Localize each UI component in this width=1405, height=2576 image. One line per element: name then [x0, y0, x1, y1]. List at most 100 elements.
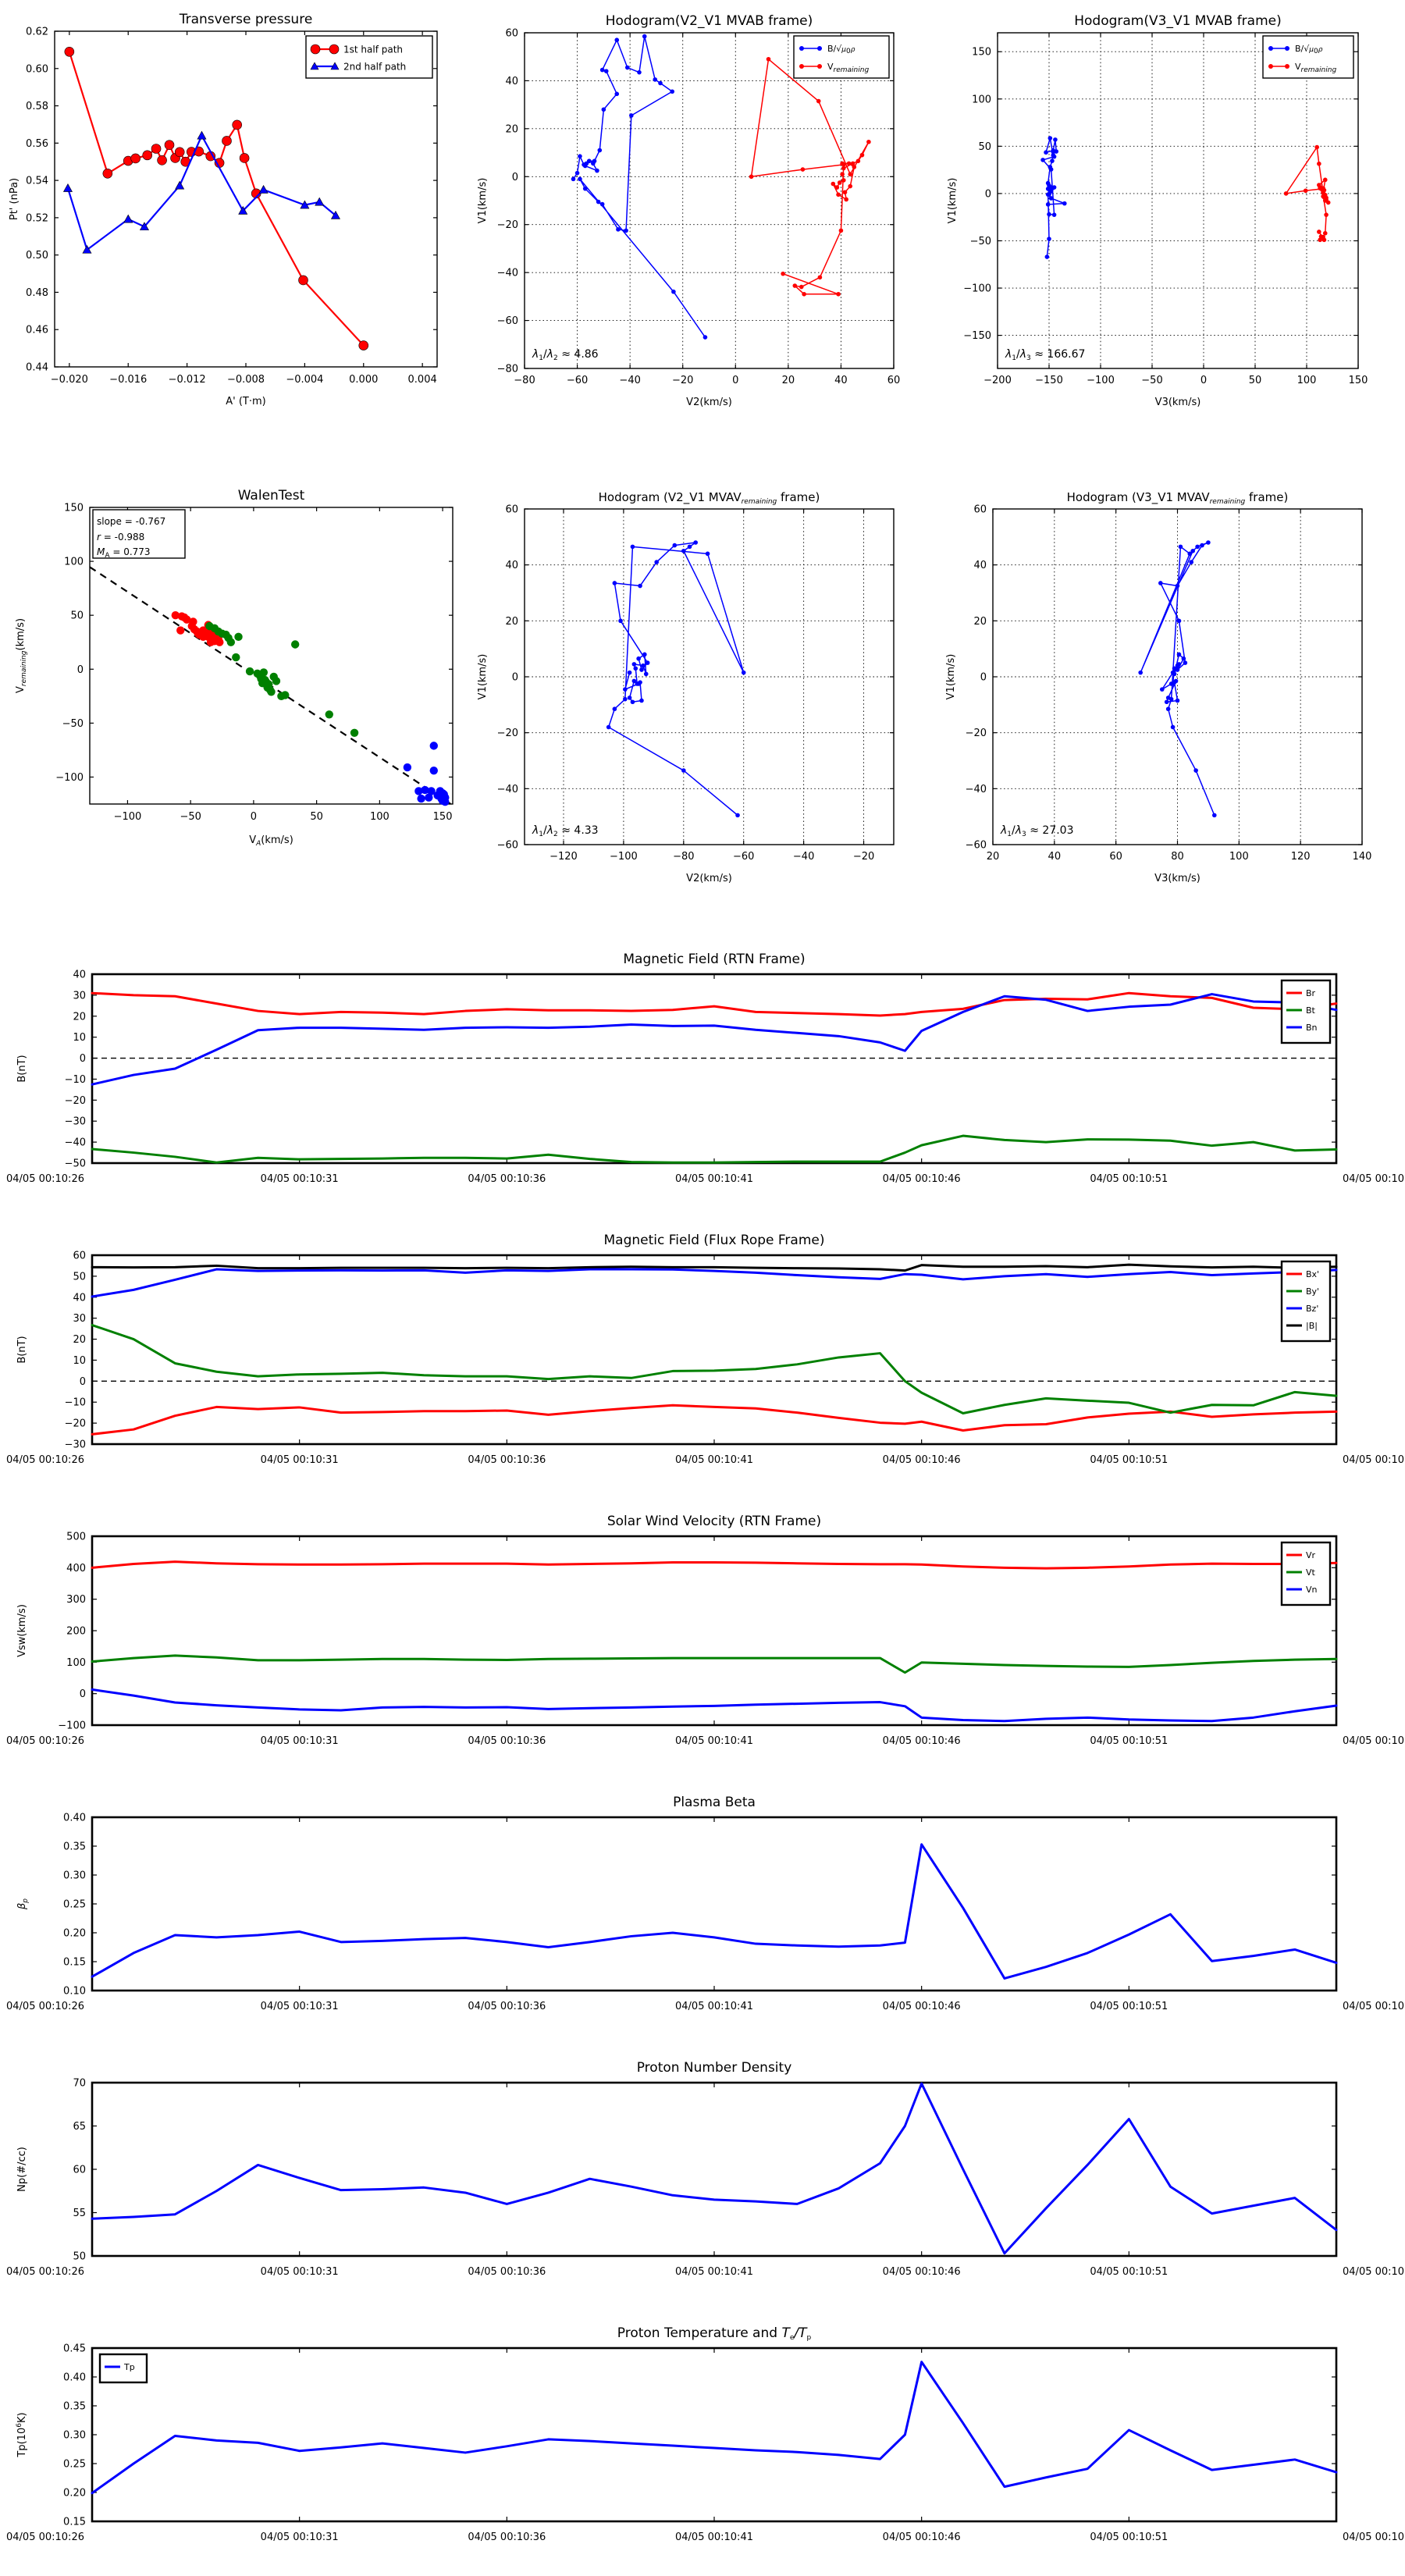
svg-text:1st half path: 1st half path: [343, 44, 403, 55]
svg-text:50: 50: [1249, 375, 1262, 386]
svg-text:−0.020: −0.020: [51, 374, 88, 386]
time-tick-label: 04/05 00:10:51: [1090, 2532, 1168, 2543]
svg-text:0.20: 0.20: [63, 2488, 86, 2500]
svg-text:MA = 0.773: MA = 0.773: [97, 546, 151, 560]
svg-text:−20: −20: [497, 728, 518, 739]
time-tick-label: 04/05 00:10:56: [1343, 2266, 1405, 2278]
svg-text:50: 50: [73, 1271, 86, 1283]
svg-text:slope = -0.767: slope = -0.767: [97, 516, 165, 527]
svg-text:−100: −100: [610, 851, 638, 863]
svg-text:0.000: 0.000: [349, 374, 378, 386]
svg-text:0.35: 0.35: [63, 1841, 86, 1853]
svg-text:−60: −60: [966, 840, 987, 852]
svg-text:Bn: Bn: [1306, 1023, 1318, 1033]
svg-text:−0.016: −0.016: [109, 374, 147, 386]
panel-solar-wind-velocity-rtn: Solar Wind Velocity (RTN Frame) −100 0 100 2…: [0, 1499, 1405, 1780]
svg-text:20: 20: [505, 616, 518, 628]
svg-text:B/√μ0ρ: B/√μ0ρ: [827, 44, 855, 55]
svg-text:r = -0.988: r = -0.988: [97, 532, 144, 543]
time-tick-label: 04/05 00:10:36: [468, 2266, 546, 2278]
svg-text:30: 30: [73, 1313, 86, 1325]
svg-text:Proton Temperature and Te/Tp: Proton Temperature and Te/Tp: [617, 2325, 812, 2342]
time-tick-label: 04/05 00:10:31: [261, 1735, 339, 1747]
svg-text:40: 40: [1048, 851, 1062, 863]
svg-text:−80: −80: [514, 375, 535, 386]
svg-text:−150: −150: [963, 330, 991, 342]
svg-text:0.60: 0.60: [26, 63, 48, 75]
svg-text:−0.008: −0.008: [227, 374, 265, 386]
svg-text:−80: −80: [673, 851, 694, 863]
svg-text:|B|: |B|: [1306, 1321, 1318, 1331]
svg-text:−20: −20: [672, 375, 693, 386]
svg-text:Vt: Vt: [1306, 1567, 1316, 1578]
svg-text:−50: −50: [62, 718, 84, 730]
svg-text:0.48: 0.48: [26, 287, 48, 299]
time-tick-label: 04/05 00:10:31: [261, 2266, 339, 2278]
svg-text:0.44: 0.44: [26, 362, 48, 374]
svg-text:40: 40: [505, 560, 518, 571]
svg-text:−0.004: −0.004: [286, 374, 323, 386]
panel-magnetic-field-fluxrope: Magnetic Field (Flux Rope Frame) −30 −20 −1…: [0, 1218, 1405, 1499]
svg-text:10: 10: [73, 1355, 86, 1367]
time-tick-label: 04/05 00:10:56: [1343, 2001, 1405, 2012]
time-tick-label: 04/05 00:10:31: [261, 2532, 339, 2543]
svg-text:−40: −40: [619, 375, 640, 386]
svg-text:0: 0: [985, 188, 991, 200]
svg-text:V1(km/s): V1(km/s): [947, 178, 959, 224]
svg-text:65: 65: [73, 2121, 86, 2133]
time-tick-label: 04/05 00:10:41: [675, 2532, 753, 2543]
svg-text:−0.012: −0.012: [169, 374, 206, 386]
svg-text:−100: −100: [963, 283, 991, 295]
time-tick-label: 04/05 00:10:31: [261, 2001, 339, 2012]
panel-hodogram-v2v1-mvav: Hodogram (V2_V1 MVAVremaining frame) −120…: [468, 453, 937, 906]
svg-text:200: 200: [66, 1626, 86, 1638]
time-tick-label: 04/05 00:10:46: [883, 1173, 961, 1185]
svg-text:Magnetic Field (RTN Frame): Magnetic Field (RTN Frame): [623, 952, 805, 967]
svg-text:0.46: 0.46: [26, 325, 48, 336]
time-tick-label: 04/05 00:10:51: [1090, 1735, 1168, 1747]
svg-text:80: 80: [1171, 851, 1184, 863]
time-tick-label: 04/05 00:10:31: [261, 1454, 339, 1466]
svg-text:20: 20: [73, 1011, 86, 1023]
svg-text:−40: −40: [966, 784, 987, 795]
svg-text:40: 40: [73, 970, 86, 981]
svg-text:Hodogram(V2_V1 MVAB frame): Hodogram(V2_V1 MVAB frame): [606, 13, 813, 29]
svg-text:Hodogram (V2_V1 MVAVremaining: Hodogram (V2_V1 MVAVremaining frame): [599, 490, 820, 506]
svg-text:−120: −120: [550, 851, 578, 863]
svg-text:100: 100: [1297, 375, 1317, 386]
svg-text:Bt: Bt: [1306, 1005, 1316, 1016]
svg-text:Vn: Vn: [1306, 1585, 1318, 1595]
svg-text:−50: −50: [970, 236, 991, 247]
svg-text:−50: −50: [180, 811, 201, 823]
panel-plasma-beta: Plasma Beta 0.10 0.15 0.20 0.25 0.30 0.35 0.40 0…: [0, 1780, 1405, 2045]
svg-text:100: 100: [66, 1657, 86, 1669]
svg-text:−60: −60: [497, 315, 518, 327]
svg-text:150: 150: [1349, 375, 1368, 386]
svg-text:V2(km/s): V2(km/s): [686, 397, 732, 408]
svg-text:−40: −40: [497, 268, 518, 279]
svg-text:By': By': [1306, 1286, 1319, 1297]
svg-text:0.52: 0.52: [26, 212, 48, 224]
svg-text:A' (T·m): A' (T·m): [226, 396, 265, 407]
time-tick-label: 04/05 00:10:56: [1343, 1454, 1405, 1466]
svg-text:V3(km/s): V3(km/s): [1154, 873, 1200, 884]
svg-text:−100: −100: [114, 811, 142, 823]
svg-text:100: 100: [972, 94, 991, 105]
svg-text:20: 20: [973, 616, 987, 628]
svg-text:−10: −10: [65, 1397, 86, 1409]
time-tick-label: 04/05 00:10:26: [6, 2001, 84, 2012]
svg-text:Np(#/cc): Np(#/cc): [16, 2147, 28, 2192]
svg-text:60: 60: [1109, 851, 1122, 863]
svg-text:−60: −60: [497, 840, 518, 852]
svg-text:Proton Number Density: Proton Number Density: [637, 2060, 792, 2076]
svg-text:−20: −20: [966, 728, 987, 739]
svg-text:0: 0: [77, 664, 84, 676]
time-tick-label: 04/05 00:10:51: [1090, 2266, 1168, 2278]
svg-text:Tp(106K): Tp(106K): [16, 2412, 28, 2457]
svg-text:−40: −40: [497, 784, 518, 795]
time-tick-label: 04/05 00:10:36: [468, 2001, 546, 2012]
svg-text:Plasma Beta: Plasma Beta: [673, 1795, 756, 1810]
svg-text:140: 140: [1353, 851, 1372, 863]
svg-text:60: 60: [887, 375, 901, 386]
